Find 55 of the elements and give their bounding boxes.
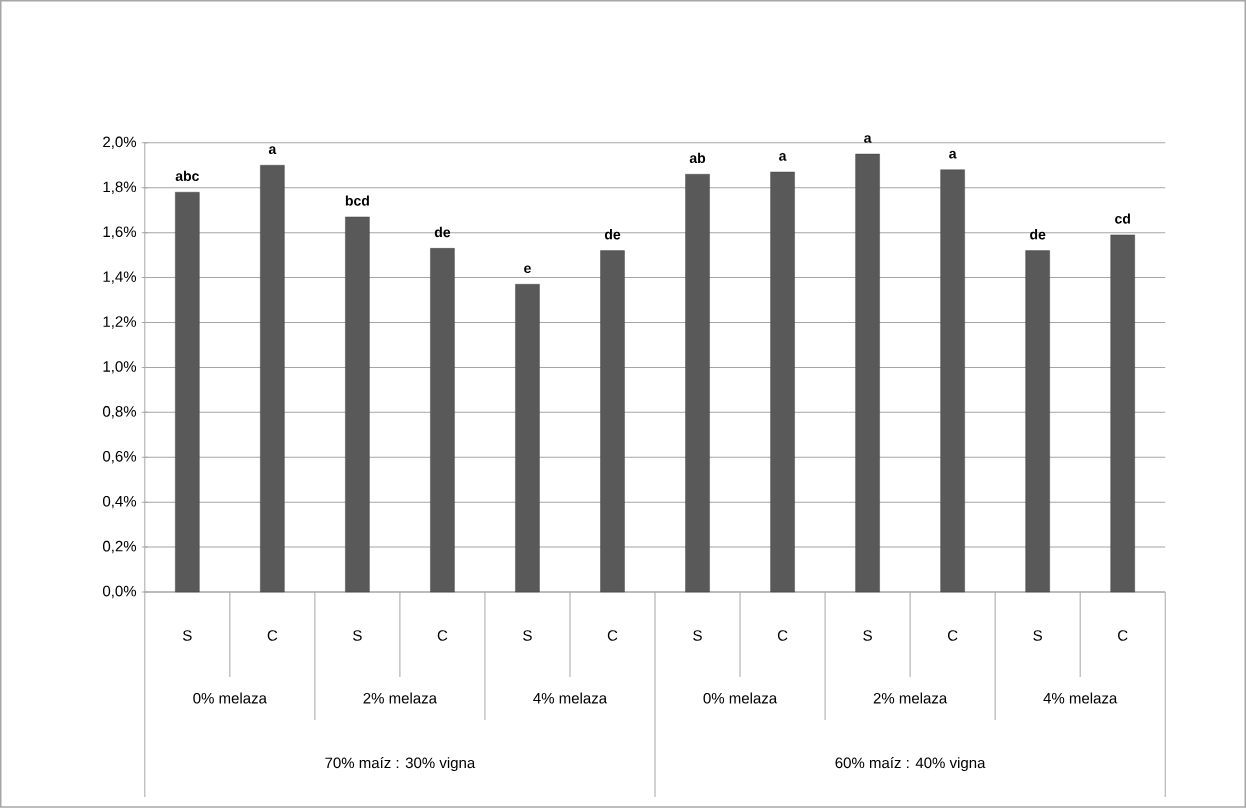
data-label: a bbox=[949, 150, 957, 159]
data-label: a bbox=[864, 135, 872, 143]
bar bbox=[175, 192, 200, 593]
data-label: cd bbox=[1115, 213, 1130, 224]
text: 70% maíz : 30% vigna bbox=[325, 757, 476, 772]
y-tick-label: 0,4% bbox=[102, 496, 137, 509]
data-label: e bbox=[524, 265, 531, 274]
data-label: a bbox=[268, 146, 277, 155]
x-tick-label: S bbox=[863, 630, 872, 641]
data-label: bcd bbox=[345, 195, 369, 206]
text: 4% melaza bbox=[1043, 692, 1118, 704]
x-tick-label: C bbox=[267, 630, 278, 641]
data-label: de bbox=[604, 229, 621, 240]
bar bbox=[1025, 250, 1050, 593]
x-tick-label: S bbox=[523, 630, 532, 641]
x-tick-label: C bbox=[437, 630, 448, 641]
y-tick-label: 1,4% bbox=[103, 271, 137, 284]
y-tick-label: 0,8% bbox=[102, 406, 137, 419]
x-tick-label: C bbox=[777, 630, 788, 641]
bar bbox=[600, 250, 625, 593]
data-label: ab bbox=[689, 152, 706, 164]
x-tick-label: S bbox=[183, 630, 192, 641]
y-tick-label: 0,6% bbox=[102, 451, 137, 464]
y-tick-label: 1,8% bbox=[103, 181, 137, 194]
x-tick-label: S bbox=[1033, 630, 1042, 641]
x-tick-label: S bbox=[693, 630, 702, 641]
bar bbox=[940, 169, 965, 593]
data-label: a bbox=[779, 153, 787, 161]
data-label: de bbox=[434, 226, 451, 238]
y-tick-label: 0,2% bbox=[102, 540, 137, 554]
x-tick-label: S bbox=[353, 630, 362, 641]
x-tick-label: C bbox=[947, 630, 958, 641]
text: 2% melaza bbox=[873, 692, 948, 704]
bar bbox=[345, 216, 370, 593]
text: 4% melaza bbox=[533, 692, 608, 704]
bar bbox=[770, 171, 795, 593]
bar bbox=[260, 165, 285, 593]
y-tick-label: 1,2% bbox=[103, 316, 137, 329]
x-tick-label: C bbox=[607, 630, 618, 641]
y-tick-label: 1,6% bbox=[103, 226, 137, 239]
bar bbox=[515, 284, 540, 593]
bar bbox=[1110, 234, 1135, 593]
bar bbox=[430, 248, 455, 593]
bar bbox=[685, 174, 710, 593]
bar bbox=[855, 153, 880, 593]
data-label: abc bbox=[175, 170, 199, 182]
text: 60% maíz : 40% vigna bbox=[835, 757, 986, 772]
y-tick-label: 0,0% bbox=[102, 585, 137, 599]
data-label: de bbox=[1030, 229, 1046, 240]
y-tick-label: 1,0% bbox=[103, 361, 137, 374]
y-tick-label: 2,0% bbox=[103, 136, 137, 150]
text: 0% melaza bbox=[193, 692, 267, 704]
x-tick-label: C bbox=[1118, 630, 1128, 641]
text: 0% melaza bbox=[703, 692, 778, 704]
text: 2% melaza bbox=[363, 692, 437, 704]
